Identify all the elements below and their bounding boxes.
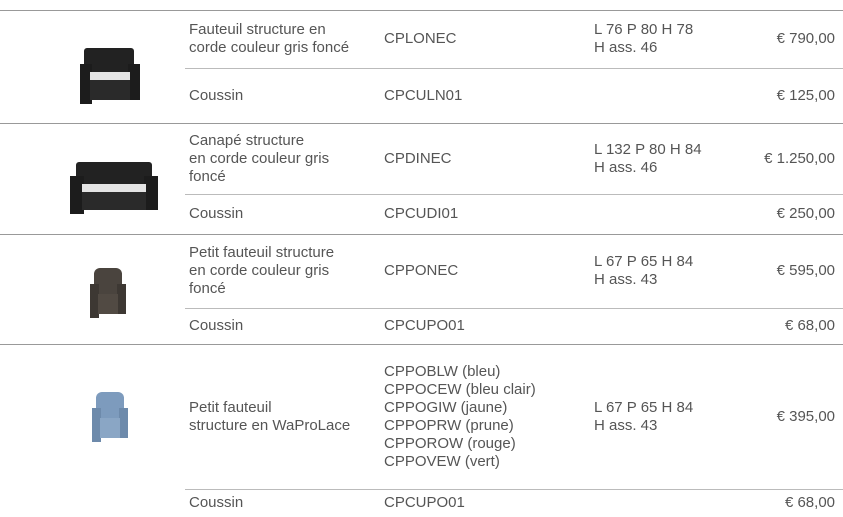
price: € 68,00: [785, 308, 835, 344]
description-line: foncé: [189, 167, 226, 185]
product-row: Petit fauteuil structure en WaProLace CPPO…: [0, 344, 843, 489]
dimensions: L 67 P 65 H 84 H ass. 43: [594, 344, 693, 489]
price: € 68,00: [785, 489, 835, 517]
price-text: € 250,00: [776, 205, 835, 222]
price: € 595,00: [777, 234, 835, 308]
code: CPCUPO01: [384, 308, 465, 344]
description-line: Coussin: [189, 317, 244, 334]
price: € 125,00: [777, 68, 835, 123]
description-line: en corde couleur gris: [189, 149, 330, 167]
cushion-row: Coussin CPCUDI01 € 250,00: [0, 194, 843, 234]
price: € 250,00: [777, 194, 835, 234]
code-line: CPCUPO01: [384, 494, 465, 511]
description-line: foncé: [189, 280, 226, 297]
price-text: € 595,00: [776, 262, 835, 279]
dimensions: L 67 P 65 H 84 H ass. 43: [594, 234, 693, 308]
price-text: € 790,00: [776, 30, 835, 47]
row-divider: [185, 194, 843, 195]
description-line: Coussin: [189, 86, 244, 104]
description: Coussin: [189, 194, 243, 234]
blue-armchair-image: [92, 392, 128, 442]
description: Petit fauteuil structure en corde couleur…: [189, 234, 334, 308]
description-line: Petit fauteuil structure: [189, 244, 335, 261]
group-divider: [0, 344, 843, 345]
description-line: en corde couleur gris: [189, 262, 330, 279]
price-text: € 1.250,00: [764, 149, 835, 167]
code: CPLONEC: [384, 10, 457, 68]
product-row: Canapé structure en corde couleur gris fon…: [0, 123, 843, 194]
cushion-row: Coussin CPCUPO01 € 68,00: [0, 308, 843, 344]
group-divider: [0, 234, 843, 235]
sofa-image: [70, 162, 158, 214]
description: Fauteuil structure en corde couleur gris …: [189, 10, 349, 68]
code: CPCUPO01: [384, 489, 465, 517]
dimensions: L 76 P 80 H 78 H ass. 46: [594, 10, 693, 68]
product-row: Petit fauteuil structure en corde couleur…: [0, 234, 843, 308]
price-text: € 68,00: [784, 317, 835, 334]
description-line: Petit fauteuil: [189, 398, 272, 416]
dimension-line: L 132 P 80 H 84: [594, 140, 702, 158]
description-line: Coussin: [189, 205, 244, 222]
description-line: structure en WaProLace: [189, 416, 351, 434]
armchair-image: [80, 48, 140, 104]
price: € 395,00: [777, 344, 835, 489]
code-line: CPCUPO01: [384, 317, 465, 334]
code-line: CPPOGIW (jaune): [384, 398, 508, 416]
code-line: CPPOBLW (bleu): [384, 362, 501, 380]
code: CPPOBLW (bleu) CPPOCEW (bleu clair) CPPOGI…: [384, 344, 536, 489]
code: CPDINEC: [384, 123, 452, 194]
row-divider: [185, 68, 843, 69]
price-text: € 395,00: [776, 407, 835, 425]
dimension-line: H ass. 46: [594, 158, 658, 176]
code-line: CPCULN01: [384, 86, 463, 104]
row-divider: [185, 489, 843, 490]
dimension-line: H ass. 43: [594, 271, 658, 288]
group-divider: [0, 123, 843, 124]
price-text: € 68,00: [784, 494, 835, 511]
code-line: CPPOVEW (vert): [384, 452, 500, 470]
cushion-row: Coussin CPCUPO01 € 68,00: [0, 489, 843, 517]
description-line: corde couleur gris foncé: [189, 39, 350, 56]
description-line: Canapé structure: [189, 131, 305, 149]
row-divider: [185, 308, 843, 309]
dimensions: L 132 P 80 H 84 H ass. 46: [594, 123, 702, 194]
price-text: € 125,00: [776, 86, 835, 104]
code-line: CPPOPRW (prune): [384, 416, 514, 434]
dimension-line: H ass. 46: [594, 39, 658, 56]
code: CPCULN01: [384, 68, 462, 123]
group-divider: [0, 10, 843, 11]
description: Coussin: [189, 489, 243, 517]
code: CPCUDI01: [384, 194, 458, 234]
dimension-line: L 67 P 65 H 84: [594, 398, 694, 416]
price: € 790,00: [777, 10, 835, 68]
product-row: Fauteuil structure en corde couleur gris …: [0, 10, 843, 68]
description: Petit fauteuil structure en WaProLace: [189, 344, 350, 489]
description: Coussin: [189, 308, 243, 344]
small-armchair-image: [90, 268, 126, 318]
price: € 1.250,00: [764, 123, 835, 194]
description: Coussin: [189, 68, 243, 123]
code-line: CPPOCEW (bleu clair): [384, 380, 536, 398]
code-line: CPDINEC: [384, 149, 452, 167]
cushion-row: Coussin CPCULN01 € 125,00: [0, 68, 843, 123]
code-line: CPCUDI01: [384, 205, 459, 222]
code-line: CPLONEC: [384, 30, 457, 47]
dimension-line: H ass. 43: [594, 416, 658, 434]
code-line: CPPONEC: [384, 262, 459, 279]
description-line: Fauteuil structure en: [189, 21, 326, 38]
dimension-line: L 76 P 80 H 78: [594, 21, 694, 38]
dimension-line: L 67 P 65 H 84: [594, 253, 694, 270]
description: Canapé structure en corde couleur gris fon…: [189, 123, 329, 194]
description-line: Coussin: [189, 494, 244, 511]
code-line: CPPOROW (rouge): [384, 434, 516, 452]
code: CPPONEC: [384, 234, 458, 308]
